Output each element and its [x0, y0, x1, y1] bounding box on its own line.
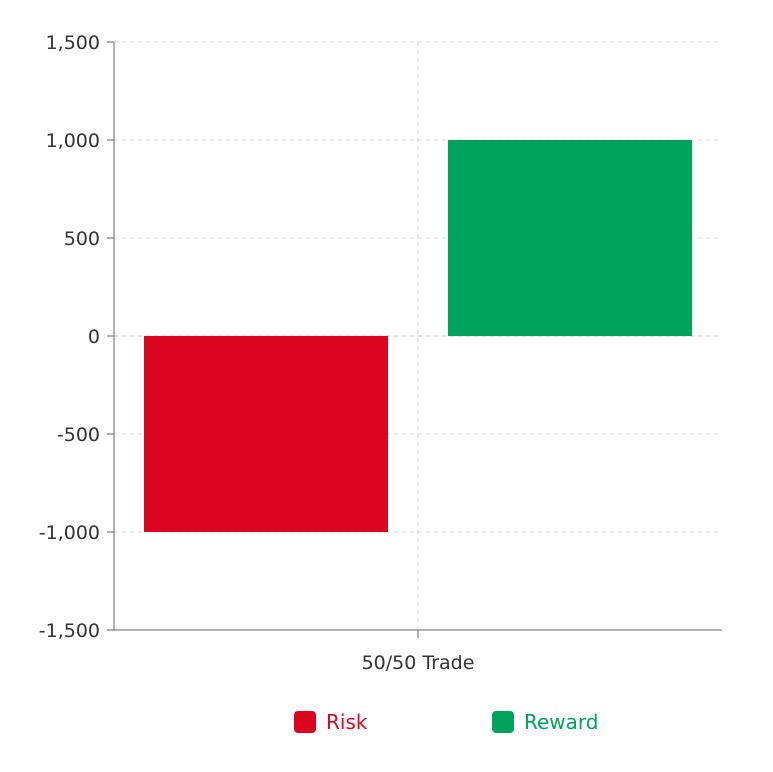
y-tick-label: 1,500 [46, 32, 100, 54]
y-tick-labels: 1,500 1,000 500 0 -500 -1,000 -1,500 [39, 32, 100, 642]
y-tick-label: 0 [88, 326, 100, 348]
x-category-labels: 50/50 Trade [362, 652, 475, 674]
legend-swatch [294, 711, 316, 733]
bar-reward [448, 140, 692, 336]
legend-item-reward: Reward [492, 710, 598, 734]
bar-risk [144, 336, 388, 532]
y-tick-label: 1,000 [46, 130, 100, 152]
axes [107, 41, 722, 638]
legend-label: Risk [326, 710, 368, 734]
legend-swatch [492, 711, 514, 733]
x-category-label: 50/50 Trade [362, 652, 475, 674]
y-tick-label: 500 [64, 228, 100, 250]
legend-item-risk: Risk [294, 710, 368, 734]
legend-label: Reward [524, 710, 598, 734]
bars [144, 140, 692, 532]
y-tick-label: -1,500 [39, 620, 100, 642]
y-tick-label: -1,000 [39, 522, 100, 544]
legend: Risk Reward [294, 710, 598, 734]
y-tick-label: -500 [57, 424, 100, 446]
